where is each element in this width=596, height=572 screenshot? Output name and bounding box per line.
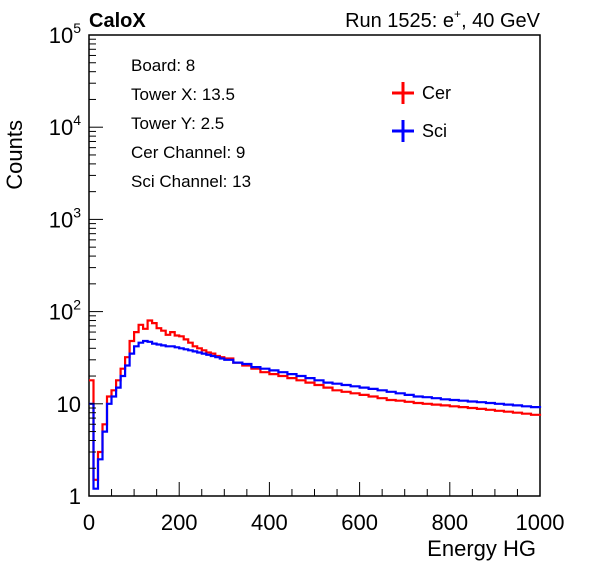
- y-tick-label: 105: [49, 20, 81, 48]
- y-axis-title: Counts: [2, 120, 27, 190]
- info-line: Sci Channel: 13: [131, 172, 251, 191]
- y-tick-label: 10: [57, 392, 81, 417]
- info-line: Board: 8: [131, 56, 195, 75]
- top-left-label: CaloX: [89, 10, 146, 32]
- legend-entry-cer: Cer: [392, 82, 451, 104]
- info-line: Cer Channel: 9: [131, 143, 245, 162]
- y-tick-label: 102: [49, 297, 81, 325]
- x-axis: 0 200 400 600 800 1000: [83, 482, 565, 535]
- legend: Cer Sci: [392, 82, 451, 142]
- x-axis-title: Energy HG: [427, 536, 536, 561]
- info-box: Board: 8 Tower X: 13.5 Tower Y: 2.5 Cer …: [131, 56, 251, 191]
- info-line: Tower Y: 2.5: [131, 114, 224, 133]
- y-tick-label: 103: [49, 204, 81, 232]
- series-line-sci: [89, 339, 542, 490]
- x-tick-label: 0: [83, 510, 95, 535]
- series-layer: [89, 319, 542, 490]
- legend-label-cer: Cer: [422, 83, 451, 103]
- top-right-label: Run 1525: e+, 40 GeV: [345, 7, 541, 32]
- x-tick-label: 600: [341, 510, 378, 535]
- legend-label-sci: Sci: [422, 121, 447, 141]
- y-axis: 1 10 102 103 104 105: [49, 20, 103, 509]
- y-tick-label: 104: [49, 112, 81, 140]
- x-tick-label: 1000: [516, 510, 565, 535]
- y-tick-label: 1: [69, 484, 81, 509]
- x-tick-label: 400: [251, 510, 288, 535]
- x-tick-label: 800: [431, 510, 468, 535]
- info-line: Tower X: 13.5: [131, 85, 235, 104]
- legend-entry-sci: Sci: [392, 120, 447, 142]
- plot-frame: [88, 34, 541, 497]
- x-tick-label: 200: [161, 510, 198, 535]
